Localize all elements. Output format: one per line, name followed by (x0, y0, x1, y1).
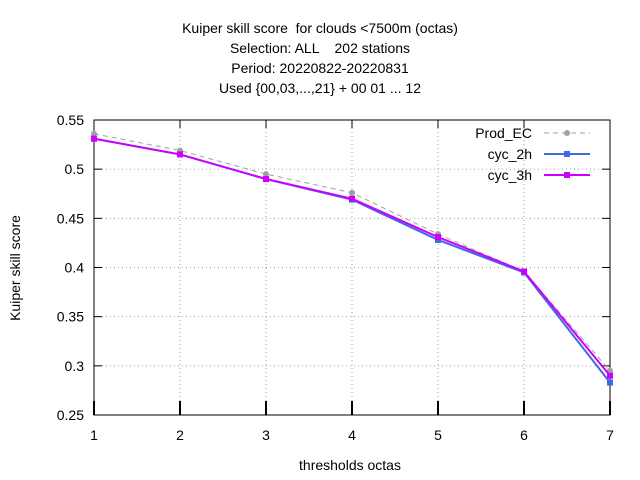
y-tick-label: 0.3 (65, 358, 85, 374)
legend-marker-cyc_2h (564, 151, 570, 157)
y-tick-label: 0.55 (57, 112, 84, 128)
data-point-cyc_3h (177, 151, 183, 158)
data-point-cyc_3h (91, 135, 97, 142)
x-axis-label: thresholds octas (299, 457, 401, 473)
y-tick-label: 0.25 (57, 407, 84, 423)
axis-ticks: 0.25 0.3 0.35 0.4 0.45 0.5 0.55 1 2 3 4 5 6 7 (57, 112, 614, 443)
x-tick-label: 1 (90, 427, 98, 443)
x-tick-label: 3 (262, 427, 270, 443)
chart-title-line-4: Used {00,03,...,21} + 00 01 ... 12 (219, 80, 421, 96)
x-tick-label: 7 (606, 427, 614, 443)
legend-label-cyc_3h: cyc_3h (488, 167, 532, 183)
data-point-cyc_3h (607, 372, 613, 379)
data-point-Prod_EC (263, 171, 269, 178)
data-point-cyc_3h (521, 268, 527, 275)
data-point-Prod_EC (349, 189, 355, 196)
x-tick-label: 4 (348, 427, 356, 443)
data-point-cyc_2h (607, 379, 613, 386)
legend-label-Prod_EC: Prod_EC (475, 125, 532, 141)
data-point-cyc_3h (263, 176, 269, 182)
y-tick-label: 0.4 (65, 260, 85, 276)
y-tick-label: 0.35 (57, 309, 84, 325)
x-tick-label: 2 (176, 427, 184, 443)
series-layer (91, 130, 613, 386)
chart-title-line-2: Selection: ALL 202 stations (229, 40, 411, 56)
data-point-Prod_EC (607, 367, 613, 374)
legend-marker-Prod_EC (564, 130, 570, 136)
y-tick-label: 0.45 (57, 210, 84, 226)
data-point-cyc_3h (435, 234, 441, 241)
chart-title-line-3: Period: 20220822-20220831 (231, 60, 409, 76)
grid (94, 120, 610, 415)
legend-label-cyc_2h: cyc_2h (488, 146, 532, 162)
data-point-cyc_3h (349, 195, 355, 202)
x-tick-label: 5 (434, 427, 442, 443)
x-tick-label: 6 (520, 427, 528, 443)
data-point-Prod_EC (91, 130, 97, 137)
y-axis-label: Kuiper skill score (7, 215, 23, 321)
legend-marker-cyc_3h (564, 172, 570, 178)
chart-title-line-1: Kuiper skill score for clouds <7500m (oc… (182, 20, 458, 36)
y-tick-label: 0.5 (65, 161, 85, 177)
legend: Prod_EC cyc_2h cyc_3h (475, 125, 590, 183)
